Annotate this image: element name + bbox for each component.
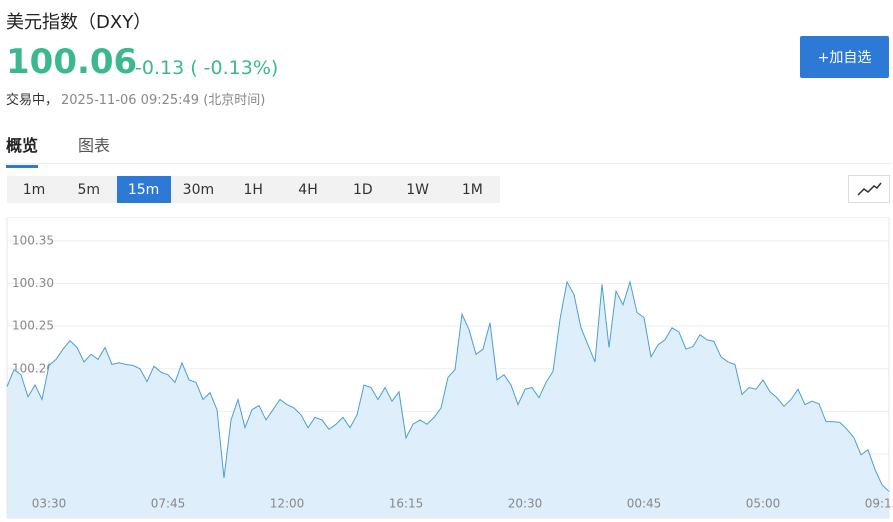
x-tick-label: 12:00 bbox=[270, 497, 305, 511]
tab[interactable]: 概览 bbox=[6, 132, 39, 168]
x-tick-label: 20:30 bbox=[508, 497, 543, 511]
x-tick-label: 03:30 bbox=[32, 497, 67, 511]
status: 交易中， bbox=[6, 93, 59, 108]
chart-icon bbox=[857, 182, 882, 196]
y-tick-label: 100.20 bbox=[12, 361, 54, 375]
interval-button[interactable]: 4H bbox=[298, 181, 318, 198]
time: 2025-11-06 09:25:49 bbox=[61, 93, 200, 108]
timezone: (北京时间) bbox=[203, 93, 266, 108]
interval-bar: 1m 5m 15m 30m 1H 4H 1D 1W 1M bbox=[7, 176, 500, 203]
interval-button[interactable]: 1D bbox=[352, 181, 373, 198]
y-tick-label: 100.35 bbox=[12, 233, 54, 247]
x-tick-label: 00:45 bbox=[627, 497, 662, 511]
x-tick-label: 05:00 bbox=[746, 497, 781, 511]
title: 美元指数（DXY） bbox=[6, 12, 152, 33]
interval-button[interactable]: 1M bbox=[461, 181, 483, 198]
interval-button[interactable]: 15m bbox=[116, 176, 171, 203]
x-tick-label: 16:15 bbox=[389, 497, 424, 511]
tabs: 概览 图表 bbox=[6, 130, 891, 168]
tab[interactable]: 图表 bbox=[78, 136, 111, 155]
interval-button[interactable]: 1W bbox=[406, 181, 429, 198]
interval-button[interactable]: 30m bbox=[182, 181, 215, 198]
chart-type-button[interactable] bbox=[848, 175, 890, 203]
price-line bbox=[6, 279, 890, 492]
price: 100.06 bbox=[6, 42, 138, 82]
change: -0.13 ( -0.13%) bbox=[135, 57, 279, 79]
add-watchlist-button[interactable]: +加自选 bbox=[800, 36, 889, 78]
y-tick-label: 100.30 bbox=[12, 276, 54, 290]
interval-button[interactable]: 5m bbox=[77, 181, 101, 198]
y-tick-label: 100.25 bbox=[12, 319, 54, 333]
timestamp: 2025-11-06 09:25:49 (北京时间) bbox=[61, 89, 265, 108]
interval-button[interactable]: 1m bbox=[22, 181, 46, 198]
chart: 100.05100.10100.15100.20100.25100.30100.… bbox=[6, 217, 893, 519]
x-tick-label: 09:15 bbox=[865, 497, 893, 511]
interval-button[interactable]: 1H bbox=[243, 181, 263, 198]
x-tick-label: 07:45 bbox=[151, 497, 186, 511]
area-fill bbox=[7, 281, 889, 518]
